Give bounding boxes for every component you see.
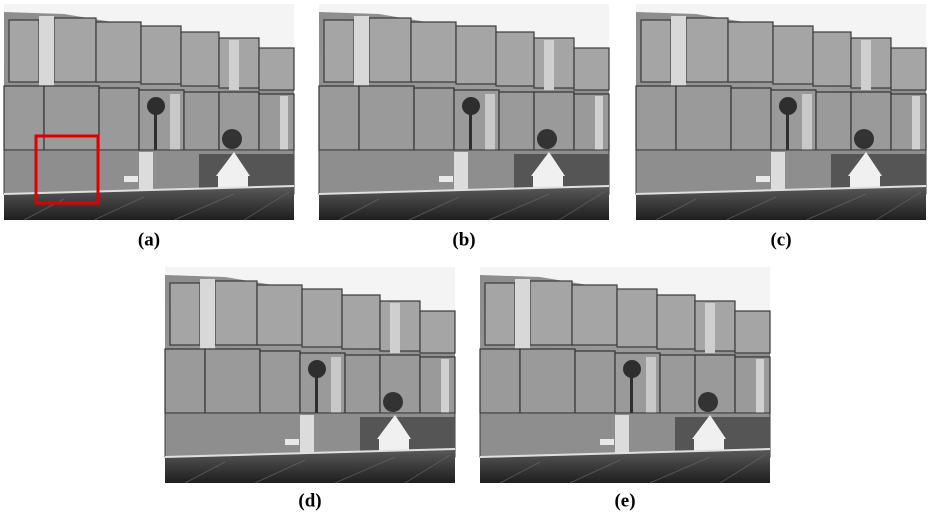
figure: (a) (b) (c) (d) (e) — [0, 0, 928, 517]
panel-label: (c) — [770, 229, 791, 250]
image-panel — [319, 4, 609, 220]
panel-label: (a) — [138, 229, 160, 250]
page: (a) (b) (c) (d) (e) (() => { const data … — [0, 0, 928, 517]
image-panel — [636, 4, 926, 220]
image-panel — [4, 4, 294, 220]
panel-label: (e) — [614, 490, 635, 511]
panel-label: (d) — [298, 490, 321, 511]
image-panel — [165, 267, 455, 483]
image-panel — [480, 267, 770, 483]
panel-label: (b) — [452, 229, 475, 250]
